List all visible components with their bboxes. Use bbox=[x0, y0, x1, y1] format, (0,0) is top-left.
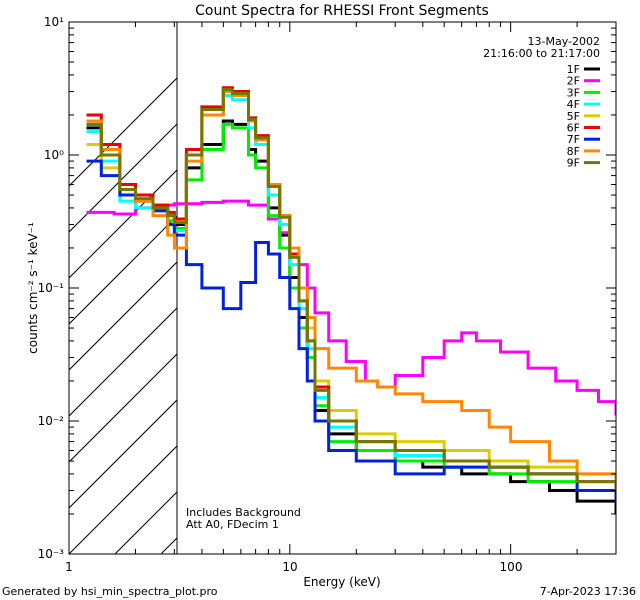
series-line-8f bbox=[86, 90, 616, 491]
series-line-6f bbox=[86, 86, 616, 491]
time-range-label: 21:16:00 to 21:17:00 bbox=[483, 47, 600, 60]
x-tick-label-1: 1 bbox=[65, 560, 73, 574]
note-attenuator: Att A0, FDecim 1 bbox=[186, 518, 279, 531]
hatch-line bbox=[69, 399, 177, 509]
hatch-line bbox=[621, 22, 640, 554]
y-tick-label-1e1: 10¹ bbox=[44, 15, 64, 29]
legend-label-1f: 1F bbox=[567, 63, 580, 76]
axis-ticks bbox=[68, 22, 617, 555]
legend-label-7f: 7F bbox=[567, 133, 580, 146]
hatch-line bbox=[69, 445, 177, 554]
chart-title: Count Spectra for RHESSI Front Segments bbox=[195, 3, 489, 19]
hatch-line bbox=[69, 261, 177, 371]
series-line-5f bbox=[86, 90, 616, 482]
date-label: 13-May-2002 bbox=[528, 35, 600, 48]
note-background: Includes Background bbox=[186, 506, 301, 519]
footer-timestamp: 7-Apr-2023 17:36 bbox=[540, 585, 636, 598]
y-tick-label-1e0: 10⁰ bbox=[44, 148, 64, 162]
x-tick-label-100: 100 bbox=[500, 560, 523, 574]
hatch-line bbox=[69, 77, 177, 187]
legend-label-4f: 4F bbox=[567, 98, 580, 111]
series-line-9f bbox=[86, 88, 616, 491]
legend-label-2f: 2F bbox=[567, 75, 580, 88]
y-tick-label-1e-2: 10⁻² bbox=[38, 414, 65, 428]
hatched-region bbox=[69, 22, 640, 554]
legend-label-3f: 3F bbox=[567, 86, 580, 99]
y-tick-label-1e-1: 10⁻¹ bbox=[38, 281, 65, 295]
hatch-line bbox=[69, 215, 177, 325]
legend-label-9f: 9F bbox=[567, 157, 580, 170]
y-axis-label: counts cm⁻² s⁻¹ keV⁻¹ bbox=[26, 222, 40, 354]
legend-label-8f: 8F bbox=[567, 145, 580, 158]
series-line-1f bbox=[86, 119, 616, 514]
legend-label-5f: 5F bbox=[567, 110, 580, 123]
y-tick-label-1e-3: 10⁻³ bbox=[38, 547, 65, 561]
legend-label-6f: 6F bbox=[567, 122, 580, 135]
x-tick-label-10: 10 bbox=[282, 560, 297, 574]
x-axis-label: Energy (keV) bbox=[303, 575, 380, 589]
series-group bbox=[86, 86, 616, 514]
series-line-7f bbox=[86, 159, 616, 502]
series-line-2f bbox=[86, 199, 616, 416]
footer-generated-by: Generated by hsi_min_spectra_plot.pro bbox=[2, 585, 218, 598]
